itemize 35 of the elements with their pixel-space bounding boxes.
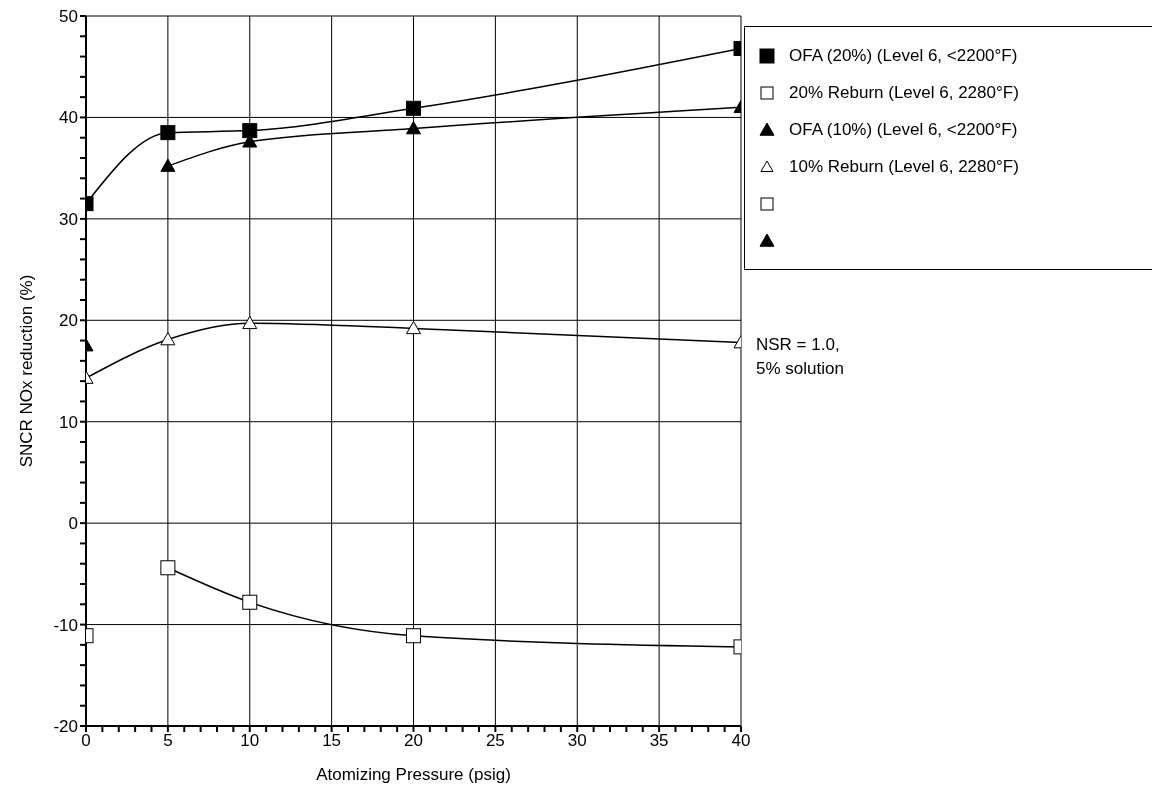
y-tick-label: -20 [53, 717, 78, 737]
point [160, 560, 176, 576]
point [160, 332, 176, 346]
point [406, 628, 421, 644]
point [160, 158, 176, 172]
legend-label: 20% Reburn (Level 6, 2280°F) [789, 82, 1019, 103]
x-tick-label: 15 [322, 731, 342, 751]
x-tick-label: 0 [81, 731, 91, 751]
x-tick-label: 25 [485, 731, 505, 751]
legend-label: OFA (10%) (Level 6, <2200°F) [789, 119, 1018, 140]
x-tick-label: 35 [649, 731, 669, 751]
point [242, 123, 258, 139]
x-tick-label: 20 [404, 731, 423, 751]
point [160, 125, 176, 141]
point [242, 594, 258, 610]
point [406, 121, 421, 135]
y-tick-label: 50 [59, 7, 78, 27]
x-tick-label: 40 [731, 731, 751, 751]
text: NSR = 1.0, 5% solution [756, 334, 844, 380]
x-tick-label: 5 [163, 731, 173, 751]
point [242, 315, 258, 330]
y-tick-label: 10 [59, 412, 78, 432]
y-tick-label: 30 [59, 209, 78, 229]
legend-label: OFA (20%) (Level 6, <2200°F) [789, 45, 1018, 66]
x-tick-label: 30 [567, 731, 587, 751]
y-tick-label: 0 [68, 514, 78, 534]
y-tick-label: 40 [59, 108, 78, 128]
y-tick-label: -10 [53, 615, 78, 635]
legend-label: 10% Reburn (Level 6, 2280°F) [789, 156, 1019, 177]
point [406, 320, 421, 335]
y-axis-title: SNCR NOx reduction (%) [17, 274, 37, 468]
x-axis-title: Atomizing Pressure (psig) [316, 765, 511, 784]
y-tick-label: 20 [59, 311, 78, 331]
x-tick-label: 10 [240, 731, 260, 751]
point [406, 100, 421, 116]
